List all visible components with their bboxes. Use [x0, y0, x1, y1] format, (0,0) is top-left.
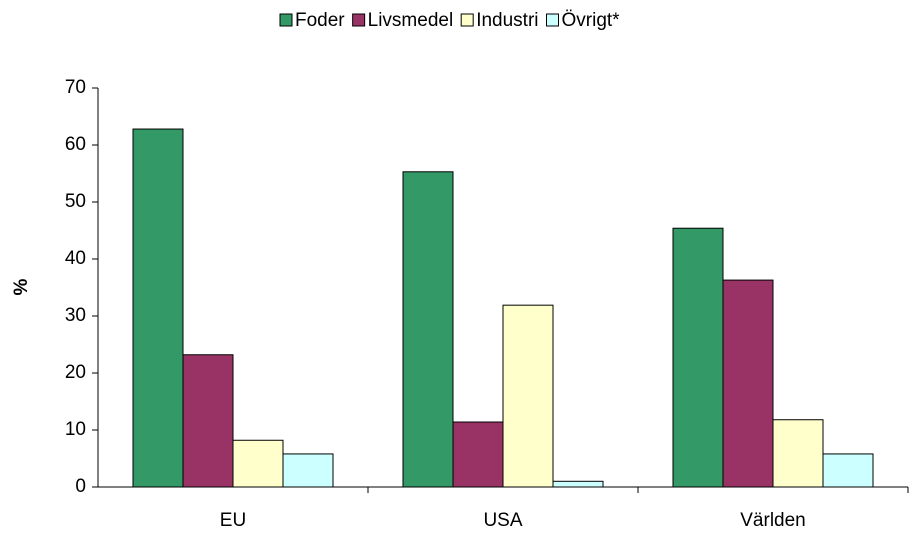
x-tick-label: Världen	[740, 510, 806, 531]
legend-label: Foder	[295, 10, 345, 31]
legend-label: Industri	[476, 10, 538, 31]
bar	[502, 304, 554, 488]
bar	[772, 419, 824, 488]
legend-swatch	[352, 13, 366, 27]
legend-swatch	[460, 13, 474, 27]
bar	[182, 354, 234, 488]
y-tick-label: 40	[65, 248, 86, 269]
legend-swatch	[546, 13, 559, 27]
x-tick-label: USA	[483, 510, 522, 531]
bar	[282, 453, 334, 488]
bar	[672, 227, 724, 488]
y-tick-label: 50	[65, 191, 86, 212]
bar	[552, 480, 604, 488]
bar	[402, 171, 454, 488]
y-axis-label: %	[11, 278, 32, 295]
legend-swatch	[279, 13, 293, 27]
y-tick-label: 20	[65, 362, 86, 383]
y-tick-label: 30	[65, 305, 86, 326]
bar	[132, 128, 184, 488]
y-tick-label: 70	[65, 77, 86, 98]
bar	[822, 453, 874, 488]
legend-label: Livsmedel	[368, 10, 454, 31]
legend-label: Övrigt*	[562, 10, 621, 31]
bar	[232, 439, 284, 488]
bar	[452, 421, 504, 488]
y-tick-label: 60	[65, 134, 86, 155]
y-tick-label: 10	[65, 419, 86, 440]
y-tick-label: 0	[75, 476, 86, 497]
bar	[722, 279, 774, 488]
x-tick-label: EU	[220, 510, 246, 531]
